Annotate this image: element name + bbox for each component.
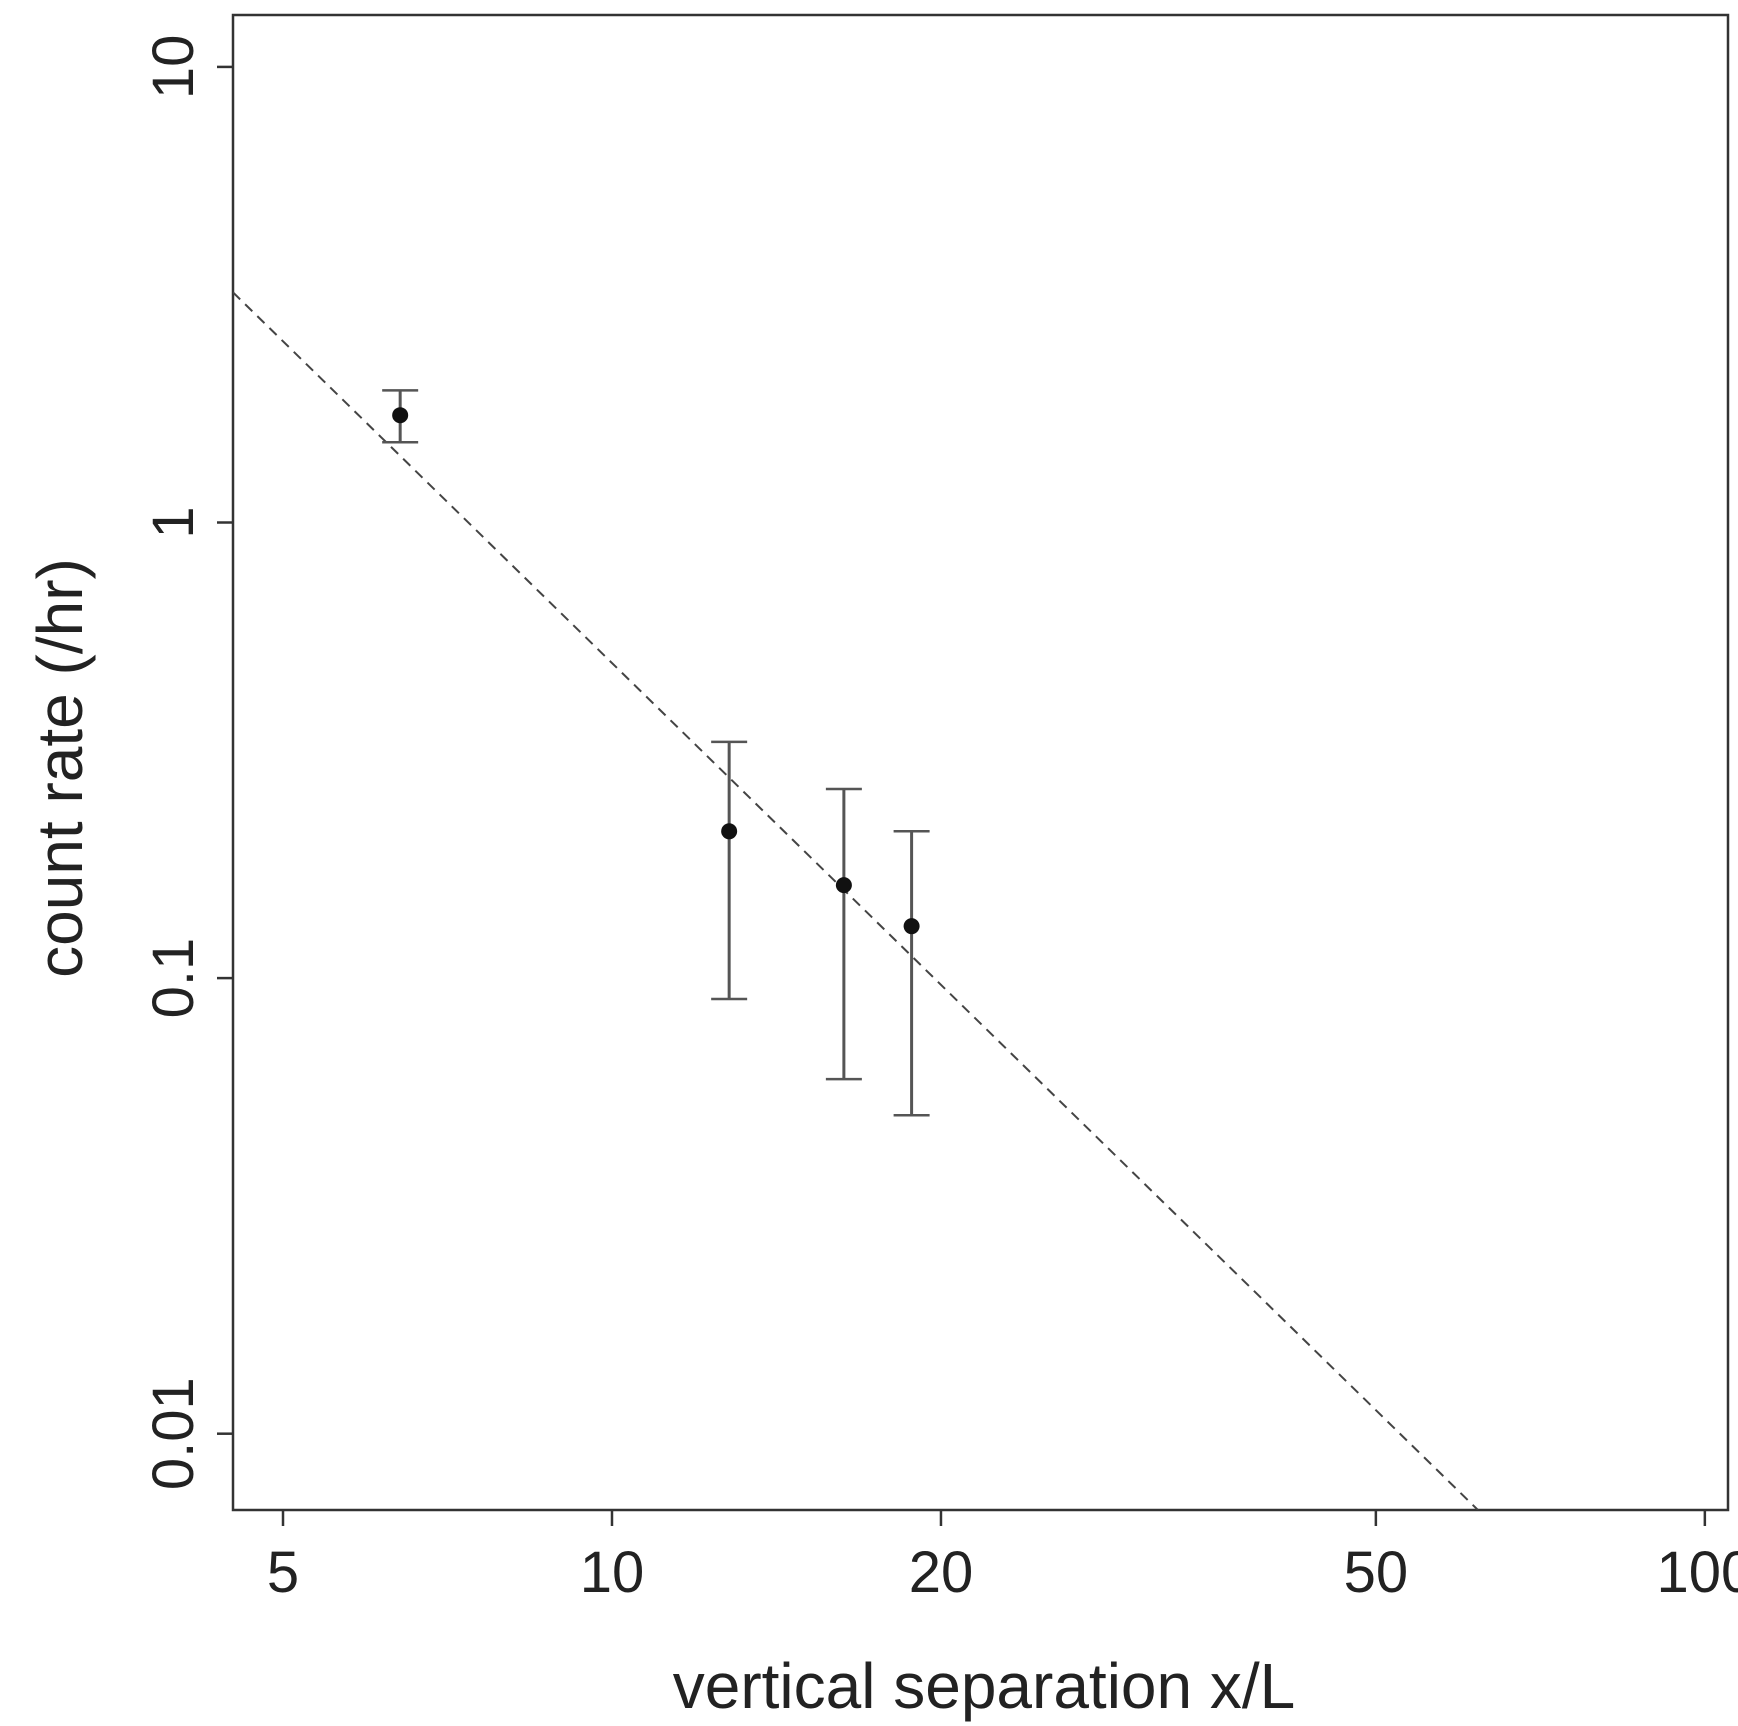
data-point-3 [835,877,852,894]
x-tick-label-50: 50 [1344,1540,1409,1605]
x-tick-label-10: 10 [580,1540,645,1605]
fit-line-group [233,291,1479,1510]
data-points-group [392,407,920,935]
data-point-4 [903,918,920,935]
y-axis: 0.01 0.1 1 10 [141,35,233,1490]
x-axis-title: vertical separation x/L [673,1650,1296,1722]
y-tick-label-0.01: 0.01 [141,1377,206,1490]
error-bar-group [382,389,930,1117]
y-axis-title: count rate (/hr) [24,558,96,978]
x-tick-label-20: 20 [909,1540,974,1605]
data-point-1 [392,407,409,424]
y-tick-label-10: 10 [141,35,206,100]
y-tick-label-0.1: 0.1 [141,938,206,1019]
x-axis: 5 10 20 50 100 [267,1510,1738,1605]
data-point-2 [721,823,738,840]
plot-frame [231,13,1730,1512]
y-tick-label-1: 1 [141,506,206,538]
fit-line [233,291,1479,1510]
x-tick-label-5: 5 [267,1540,299,1605]
x-tick-label-100: 100 [1656,1540,1738,1605]
